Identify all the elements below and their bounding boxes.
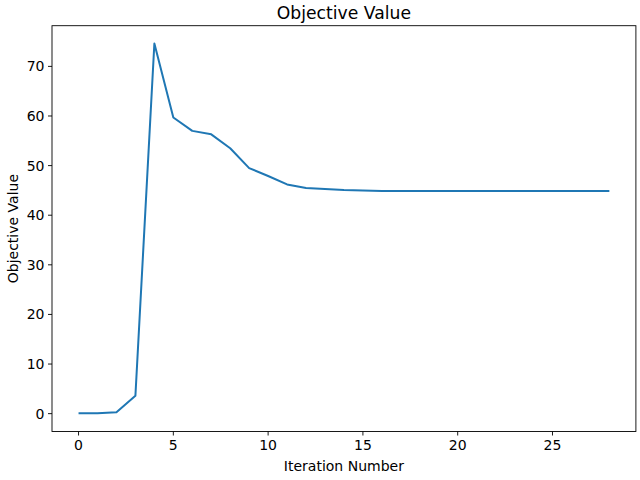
y-tick-label: 30	[27, 257, 45, 273]
x-axis-label: Iteration Number	[284, 458, 404, 474]
x-axis-ticks	[79, 432, 553, 436]
x-tick-label: 20	[449, 437, 467, 453]
y-axis-tick-labels: 0 10 20 30 40 50 60 70	[27, 58, 45, 421]
x-tick-label: 5	[169, 437, 178, 453]
y-axis-label: Objective Value	[5, 174, 21, 283]
chart-title: Objective Value	[277, 3, 411, 23]
y-tick-label: 60	[27, 108, 45, 124]
y-tick-label: 40	[27, 207, 45, 223]
objective-value-line	[79, 44, 610, 414]
x-tick-label: 25	[544, 437, 562, 453]
x-tick-label: 0	[74, 437, 83, 453]
plot-border	[52, 26, 636, 432]
objective-value-chart: 0 5 10 15 20 25 0 10 20 30 40 50 60 70 Objective Val…	[0, 0, 640, 480]
y-tick-label: 50	[27, 158, 45, 174]
x-tick-label: 10	[259, 437, 277, 453]
y-tick-label: 20	[27, 306, 45, 322]
figure-canvas: 0 5 10 15 20 25 0 10 20 30 40 50 60 70 Objective Val…	[0, 0, 640, 480]
y-tick-label: 0	[36, 406, 45, 422]
y-axis-ticks	[48, 66, 52, 413]
x-axis-tick-labels: 0 5 10 15 20 25	[74, 437, 561, 453]
y-tick-label: 70	[27, 58, 45, 74]
x-tick-label: 15	[354, 437, 372, 453]
y-tick-label: 10	[27, 356, 45, 372]
